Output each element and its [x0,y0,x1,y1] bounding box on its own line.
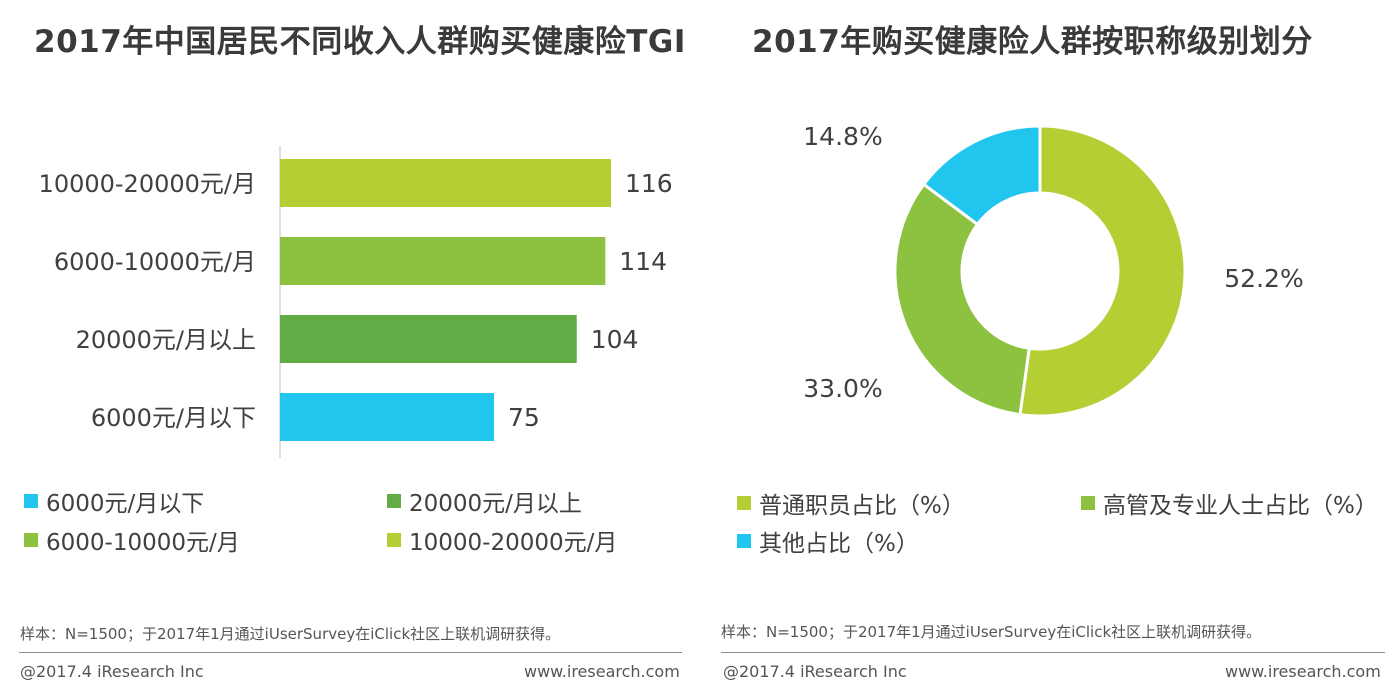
bar-value-label: 75 [508,403,540,432]
legend-item: 高管及专业人士占比（%） [1081,486,1378,520]
bar-value-label: 104 [591,325,639,354]
legend-label: 6000-10000元/月 [46,530,240,556]
legend-swatch [387,533,401,547]
pie-slice [1018,124,1187,418]
right-sample-note: 样本：N=1500；于2017年1月通过iUserSurvey在iClick社区… [721,623,1262,641]
legend-item: 6000-10000元/月 [24,523,240,557]
bar-category-label: 10000-20000元/月 [39,170,256,198]
bar-category-label: 6000-10000元/月 [54,248,256,276]
pie-value-label: 33.0% [803,374,882,403]
bar [280,237,606,285]
left-copyright: @2017.4 iResearch Inc [20,662,204,681]
legend-label: 20000元/月以上 [409,491,582,517]
bar-value-label: 116 [625,169,673,198]
pie-value-label: 52.2% [1224,264,1303,293]
legend-label: 高管及专业人士占比（%） [1103,493,1378,519]
bar [280,159,611,207]
pie-slice [921,124,1042,227]
legend-item: 20000元/月以上 [387,484,582,518]
right-footer-divider [721,652,1385,653]
bar-value-label: 114 [619,247,667,276]
legend-item: 其他占比（%） [737,524,919,558]
left-chart-title: 2017年中国居民不同收入人群购买健康险TGI [34,24,686,60]
legend-swatch [737,496,751,510]
legend-label: 其他占比（%） [759,531,919,557]
bar [280,315,577,363]
bar [280,393,495,441]
legend-item: 普通职员占比（%） [737,486,965,520]
legend-swatch [24,533,38,547]
legend-swatch [24,494,38,508]
pie-slice [893,182,1031,417]
left-footer-divider [19,652,682,653]
legend-label: 6000元/月以下 [46,491,205,517]
legend-swatch [387,494,401,508]
right-website: www.iresearch.com [1225,662,1381,681]
bar-category-label: 20000元/月以上 [76,326,256,354]
left-website: www.iresearch.com [524,662,680,681]
legend-item: 10000-20000元/月 [387,523,617,557]
bar-category-label: 6000元/月以下 [91,404,256,432]
legend-swatch [737,534,751,548]
right-copyright: @2017.4 iResearch Inc [723,662,907,681]
legend-label: 普通职员占比（%） [759,493,965,519]
right-chart-title: 2017年购买健康险人群按职称级别划分 [752,24,1313,60]
pie-value-label: 14.8% [803,122,882,151]
legend-swatch [1081,496,1095,510]
legend-label: 10000-20000元/月 [409,530,618,556]
left-sample-note: 样本：N=1500；于2017年1月通过iUserSurvey在iClick社区… [20,625,561,643]
legend-item: 6000元/月以下 [24,484,204,518]
